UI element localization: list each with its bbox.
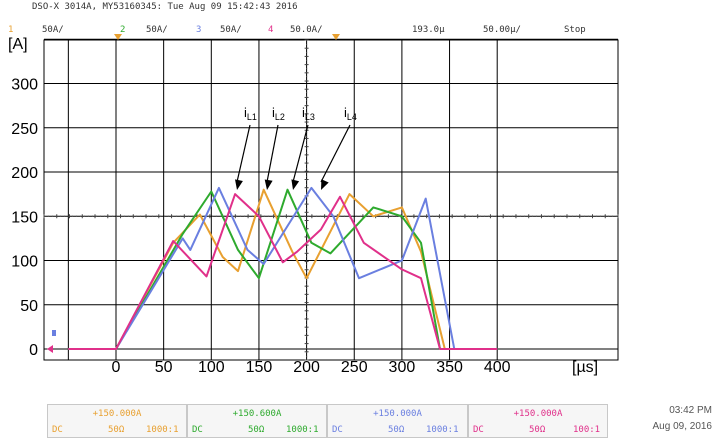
x-axis-label: [µs] — [572, 359, 598, 376]
channel-3-scale: 50A/ — [220, 25, 242, 35]
scope-chart: 0 50 100 150 200 250 300 0 50 100 150 200 250 300 350 4… — [8, 34, 619, 377]
channel-2-offset: +150.600A — [232, 409, 282, 419]
channel-2-coupling: DC — [192, 425, 203, 435]
series-line-il2 — [68, 188, 498, 350]
run-state[interactable]: Stop — [564, 25, 586, 35]
channel-2-impedance: 50Ω — [248, 425, 265, 435]
channel-4-coupling: DC — [473, 425, 484, 435]
time-ref-marker[interactable] — [332, 34, 340, 40]
y-tick-label: 300 — [11, 77, 38, 94]
plot-area — [44, 40, 618, 360]
y-tick-label: 50 — [20, 298, 38, 315]
time-scale: 50.00µ/ — [483, 25, 521, 35]
arrow-head — [264, 179, 273, 190]
arrow-line — [320, 124, 351, 183]
channel-2-info[interactable]: +150.600A DC 50Ω 1000:1 — [187, 404, 327, 438]
plot-border — [43, 39, 619, 361]
x-tick-label: 400 — [484, 359, 511, 376]
y-tick-label: 250 — [11, 121, 38, 138]
channel-4-scale: 50.0A/ — [290, 25, 323, 35]
channel-1-scale: 50A/ — [42, 25, 64, 35]
x-tick-label: 350 — [436, 359, 463, 376]
x-tick-label: 150 — [246, 359, 273, 376]
ground-marker-ch3[interactable] — [52, 330, 56, 336]
channel-4-impedance: 50Ω — [529, 425, 546, 435]
x-tick-label: 0 — [112, 359, 121, 376]
x-tick-label: 250 — [341, 359, 368, 376]
channel-4-offset: +150.000A — [513, 409, 563, 419]
x-tick-label: 100 — [198, 359, 225, 376]
x-tick-label: 200 — [293, 359, 320, 376]
series-line-il4 — [68, 193, 498, 350]
arrow-line — [292, 124, 309, 183]
series-line-il3 — [68, 186, 498, 350]
y-tick-label: 100 — [11, 254, 38, 271]
tick-labels: 0 50 100 150 200 250 300 0 50 100 150 200 250 300 350 4… — [11, 77, 510, 377]
timestamp-time: 03:42 PM — [669, 405, 712, 416]
arrow-line — [236, 124, 251, 183]
channel-4-info[interactable]: +150.000A DC 50Ω 100:1 — [468, 404, 608, 438]
y-tick-label: 150 — [11, 209, 38, 226]
channel-2-scale: 50A/ — [146, 25, 168, 35]
channel-1-num[interactable]: 1 — [8, 25, 14, 35]
channel-3-impedance: 50Ω — [388, 425, 405, 435]
time-offset: 193.0µ — [412, 25, 445, 35]
channel-3-num[interactable]: 3 — [196, 25, 202, 35]
channel-1-offset: +150.000A — [92, 409, 142, 419]
channel-3-coupling: DC — [332, 425, 343, 435]
channel-2-num[interactable]: 2 — [120, 25, 126, 35]
x-tick-label: 300 — [389, 359, 416, 376]
channel-3-offset: +150.000A — [373, 409, 422, 419]
channel-3-probe: 1000:1 — [426, 425, 459, 435]
channel-2-probe: 1000:1 — [286, 425, 319, 435]
y-tick-label: 0 — [29, 342, 38, 359]
arrow-head — [321, 179, 329, 190]
trigger-marker[interactable] — [114, 34, 122, 40]
channel-1-probe: 1000:1 — [146, 425, 179, 435]
y-tick-label: 200 — [11, 165, 38, 182]
scope-info-header: DSO-X 3014A, MY53160345: Tue Aug 09 15:4… — [32, 2, 298, 12]
channel-4-num[interactable]: 4 — [268, 25, 274, 35]
channel-1-coupling: DC — [52, 425, 63, 435]
channel-bar: 1 50A/ 2 50A/ 3 50A/ 4 50.0A/ 193.0µ 50.… — [0, 25, 717, 37]
y-axis-label: [A] — [8, 36, 28, 53]
arrow-line — [266, 124, 279, 183]
grid — [43, 38, 619, 361]
timestamp-date: Aug 09, 2016 — [652, 421, 713, 432]
ground-marker-ch4[interactable] — [47, 345, 53, 353]
arrow-head — [291, 179, 300, 190]
series-layer — [68, 186, 498, 350]
channel-3-info[interactable]: +150.000A DC 50Ω 1000:1 — [327, 404, 468, 438]
channel-4-probe: 100:1 — [573, 425, 601, 435]
x-tick-label: 50 — [155, 359, 173, 376]
channel-1-info[interactable]: +150.000A DC 50Ω 1000:1 — [47, 404, 187, 438]
arrow-head — [235, 179, 243, 190]
channel-1-impedance: 50Ω — [108, 425, 125, 435]
